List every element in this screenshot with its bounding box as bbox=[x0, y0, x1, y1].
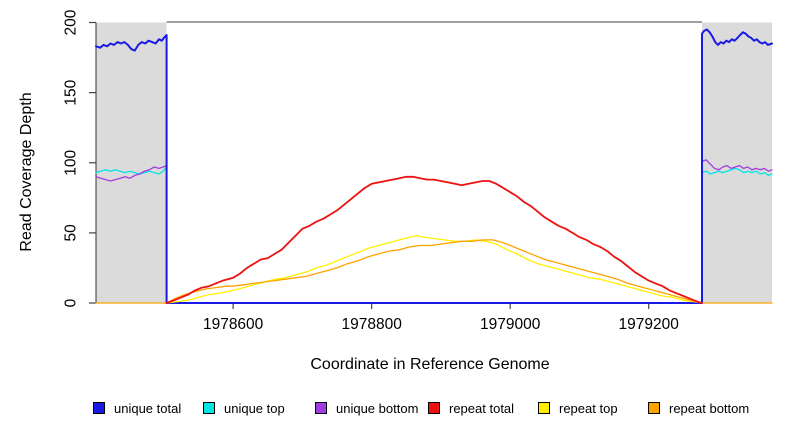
x-tick-label: 1978800 bbox=[341, 316, 402, 333]
repeat-bottom-swatch-icon bbox=[648, 402, 660, 414]
unique-total-swatch-icon bbox=[93, 402, 105, 414]
series-unique-bottom-line bbox=[95, 159, 773, 304]
legend-label: unique bottom bbox=[336, 400, 419, 416]
y-tick-label: 100 bbox=[63, 149, 80, 175]
series-repeat-total-line bbox=[165, 175, 703, 304]
legend: unique total unique top unique bottom re… bbox=[0, 400, 792, 420]
legend-item-unique-bottom: unique bottom bbox=[315, 400, 418, 416]
flank-region-left bbox=[96, 22, 167, 303]
flank-region-right bbox=[702, 22, 772, 303]
legend-label: unique total bbox=[114, 400, 182, 416]
legend-item-unique-top: unique top bbox=[203, 400, 285, 416]
y-tick-label: 200 bbox=[63, 9, 80, 35]
legend-item-repeat-bottom: repeat bottom bbox=[648, 400, 749, 416]
legend-item-repeat-total: repeat total bbox=[428, 400, 514, 416]
legend-label: repeat total bbox=[449, 400, 515, 416]
legend-item-unique-total: unique total bbox=[93, 400, 181, 416]
x-tick-label: 1979200 bbox=[619, 316, 680, 333]
series-repeat-top-line bbox=[165, 235, 703, 304]
y-tick-label: 0 bbox=[63, 298, 80, 307]
legend-label: unique top bbox=[224, 400, 285, 416]
series-repeat-bottom-line bbox=[95, 239, 773, 304]
x-tick-label: 1979000 bbox=[480, 316, 541, 333]
x-axis-title: Coordinate in Reference Genome bbox=[310, 356, 550, 373]
unique-top-swatch-icon bbox=[203, 402, 215, 414]
x-tick-label: 1978600 bbox=[203, 316, 264, 333]
legend-item-repeat-top: repeat top bbox=[538, 400, 618, 416]
repeat-top-swatch-icon bbox=[538, 402, 550, 414]
legend-label: repeat top bbox=[559, 400, 618, 416]
series-unique-total-line bbox=[95, 28, 773, 304]
legend-label: repeat bottom bbox=[669, 400, 750, 416]
repeat-total-swatch-icon bbox=[428, 402, 440, 414]
unique-bottom-swatch-icon bbox=[315, 402, 327, 414]
y-tick-label: 50 bbox=[63, 224, 80, 242]
series-unique-top-line bbox=[95, 166, 773, 304]
y-tick-label: 150 bbox=[63, 79, 80, 105]
y-axis-title: Read Coverage Depth bbox=[18, 92, 35, 252]
